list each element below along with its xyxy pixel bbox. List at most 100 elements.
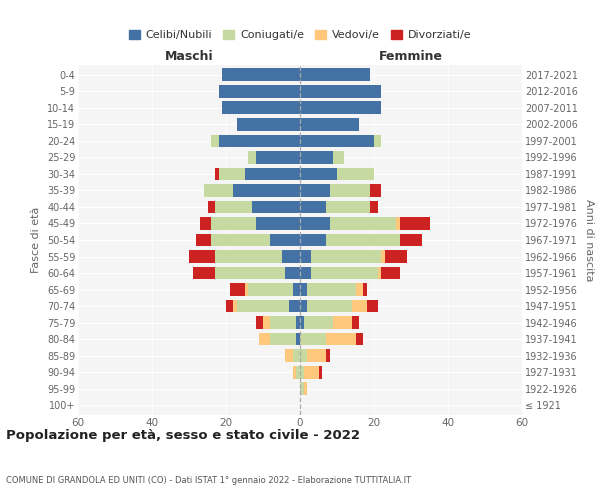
Bar [300,300,307,312]
Bar [300,151,334,164]
Bar [204,184,233,197]
Text: Maschi: Maschi [164,50,214,64]
Bar [329,217,396,230]
Bar [385,250,407,263]
Bar [230,283,245,296]
Bar [208,200,215,213]
Bar [356,283,363,296]
Bar [248,151,256,164]
Bar [311,250,382,263]
Bar [300,266,311,280]
Bar [237,118,300,131]
Bar [363,283,367,296]
Text: COMUNE DI GRANDOLA ED UNITI (CO) - Dati ISTAT 1° gennaio 2022 - Elaborazione TUT: COMUNE DI GRANDOLA ED UNITI (CO) - Dati … [6,476,411,485]
Bar [370,184,382,197]
Bar [370,200,378,213]
Bar [285,349,293,362]
Bar [367,300,378,312]
Bar [300,200,326,213]
Bar [271,316,296,329]
Bar [326,234,400,246]
Bar [352,300,367,312]
Bar [293,366,296,378]
Bar [304,382,307,395]
Bar [300,184,329,197]
Bar [193,266,215,280]
Y-axis label: Anni di nascita: Anni di nascita [584,198,595,281]
Bar [218,168,245,180]
Bar [296,332,300,345]
Bar [281,250,300,263]
Bar [215,200,252,213]
Bar [326,332,356,345]
Bar [300,382,304,395]
Bar [334,316,352,329]
Bar [300,68,370,82]
Text: Popolazione per età, sesso e stato civile - 2022: Popolazione per età, sesso e stato civil… [6,430,360,442]
Bar [263,316,271,329]
Bar [223,68,300,82]
Bar [226,300,233,312]
Bar [223,102,300,114]
Bar [300,234,326,246]
Bar [382,250,385,263]
Bar [289,300,300,312]
Bar [307,300,352,312]
Bar [293,349,300,362]
Bar [334,151,344,164]
Bar [211,217,256,230]
Bar [211,234,271,246]
Bar [400,234,422,246]
Bar [300,316,304,329]
Bar [271,234,300,246]
Bar [382,266,400,280]
Bar [300,250,311,263]
Bar [400,217,430,230]
Bar [374,134,382,147]
Bar [245,168,300,180]
Bar [200,217,211,230]
Bar [300,134,374,147]
Bar [296,316,300,329]
Text: Femmine: Femmine [379,50,443,64]
Bar [300,283,307,296]
Legend: Celibi/Nubili, Coniugati/e, Vedovi/e, Divorziati/e: Celibi/Nubili, Coniugati/e, Vedovi/e, Di… [124,25,476,44]
Bar [300,332,326,345]
Bar [326,349,329,362]
Bar [256,217,300,230]
Bar [237,300,289,312]
Bar [300,217,329,230]
Bar [337,168,374,180]
Bar [300,102,382,114]
Y-axis label: Fasce di età: Fasce di età [31,207,41,273]
Bar [215,168,218,180]
Bar [326,200,370,213]
Bar [307,283,356,296]
Bar [285,266,300,280]
Bar [248,283,293,296]
Bar [215,266,285,280]
Bar [233,184,300,197]
Bar [300,366,304,378]
Bar [189,250,215,263]
Bar [196,234,211,246]
Bar [233,300,237,312]
Bar [211,134,218,147]
Bar [329,184,370,197]
Bar [215,250,281,263]
Bar [218,85,300,98]
Bar [218,134,300,147]
Bar [378,266,382,280]
Bar [245,283,248,296]
Bar [271,332,296,345]
Bar [300,168,337,180]
Bar [304,316,334,329]
Bar [356,332,363,345]
Bar [293,283,300,296]
Bar [300,349,307,362]
Bar [307,349,326,362]
Bar [352,316,359,329]
Bar [311,266,378,280]
Bar [296,366,300,378]
Bar [300,85,382,98]
